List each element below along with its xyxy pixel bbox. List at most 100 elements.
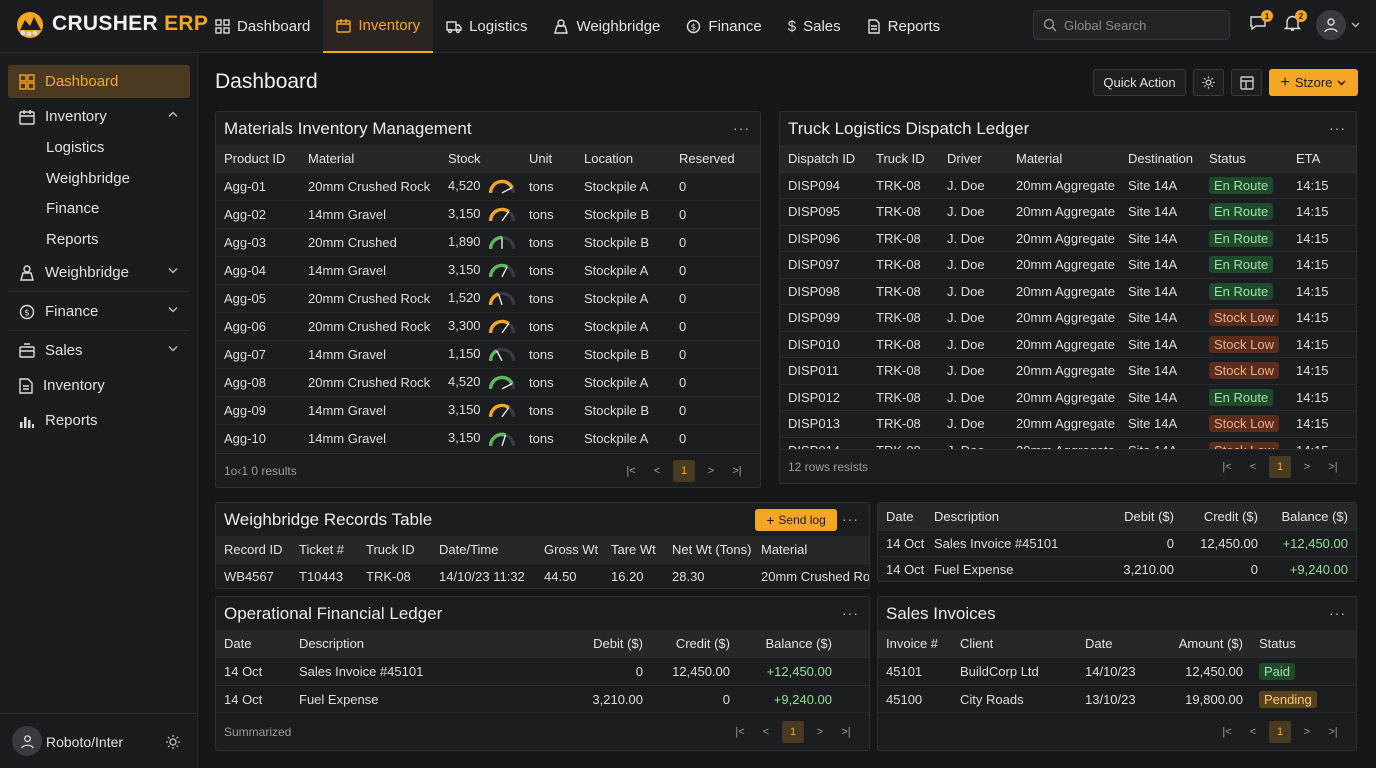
chevron-down-icon[interactable] <box>168 345 178 352</box>
table-row[interactable]: 14 Oct Sales Invoice #45101 0 12,450.00 … <box>216 656 869 685</box>
prev-page-icon[interactable]: < <box>1249 461 1257 473</box>
sidebar-item-inventory-2[interactable]: Inventory <box>8 369 190 402</box>
next-page-icon[interactable]: > <box>707 465 715 477</box>
more-options-icon[interactable]: ··· <box>733 120 750 136</box>
table-row[interactable]: 14 Oct Fuel Expense 3,210.00 0 +9,240.00 <box>216 684 869 713</box>
footer-avatar[interactable] <box>12 726 42 756</box>
store-button[interactable]: + Stzore <box>1269 69 1358 96</box>
sidebar-sub-logistics[interactable]: Logistics <box>46 139 105 156</box>
last-page-icon[interactable]: >| <box>1328 461 1338 473</box>
sidebar-sub-finance[interactable]: Finance <box>46 200 100 217</box>
table-row[interactable]: 45101 BuildCorp Ltd 14/10/23 12,450.00 P… <box>878 656 1356 685</box>
col-description[interactable]: Description <box>926 503 1096 530</box>
nav-inventory[interactable]: Inventory <box>323 0 434 53</box>
table-row[interactable]: DISP098 TRK-08 J. Doe 20mm Aggregate Site 14… <box>780 277 1356 305</box>
col-stock[interactable]: Stock <box>440 145 521 172</box>
chevron-up-icon[interactable] <box>168 111 178 118</box>
next-page-icon[interactable]: > <box>1303 726 1311 738</box>
messages-button[interactable]: 1 <box>1249 10 1273 32</box>
col-client[interactable]: Client <box>952 630 1077 657</box>
table-row[interactable]: 45100 City Roads 13/10/23 19,800.00 Pend… <box>878 684 1356 713</box>
col-debit[interactable]: Debit ($) <box>511 630 651 657</box>
table-row[interactable]: Agg-01 20mm Crushed Rock 4,520 tons Stockpil… <box>216 171 760 200</box>
last-page-icon[interactable]: >| <box>1328 726 1338 738</box>
col-credit[interactable]: Credit ($) <box>651 630 738 657</box>
chevron-down-icon[interactable] <box>168 306 178 313</box>
first-page-icon[interactable]: |< <box>626 465 636 477</box>
nav-finance[interactable]: $ Finance <box>673 0 774 53</box>
col-amount[interactable]: Amount ($) <box>1157 630 1251 657</box>
table-row[interactable]: Agg-06 20mm Crushed Rock 3,300 tons Stockpil… <box>216 311 760 340</box>
theme-toggle-icon[interactable] <box>165 734 181 750</box>
sidebar-item-sales[interactable]: Sales <box>8 334 190 367</box>
table-row[interactable]: DISP095 TRK-08 J. Doe 20mm Aggregate Site 14… <box>780 198 1356 225</box>
col-gross[interactable]: Gross Wt <box>536 536 603 563</box>
table-row[interactable]: DISP010 TRK-08 J. Doe 20mm Aggregate Site 14… <box>780 330 1356 358</box>
current-page[interactable]: 1 <box>1269 721 1291 743</box>
sidebar-sub-reports[interactable]: Reports <box>46 231 99 248</box>
table-row[interactable]: DISP012 TRK-08 J. Doe 20mm Aggregate Site 14… <box>780 383 1356 411</box>
chevron-down-icon[interactable] <box>1351 22 1360 28</box>
search-input[interactable] <box>1064 17 1224 33</box>
table-row[interactable]: WB4567 T10443 TRK-08 14/10/23 11:32 44.5… <box>216 562 869 588</box>
current-page[interactable]: 1 <box>782 721 804 743</box>
table-row[interactable]: Agg-08 20mm Crushed Rock 4,520 tons Stockpil… <box>216 367 760 396</box>
sidebar-item-finance[interactable]: $ Finance <box>8 295 190 328</box>
col-date[interactable]: Date <box>878 503 926 530</box>
col-destination[interactable]: Destination <box>1120 145 1201 172</box>
col-material[interactable]: Material <box>300 145 440 172</box>
col-ticket[interactable]: Ticket # <box>291 536 358 563</box>
sidebar-item-weighbridge[interactable]: Weighbridge <box>8 256 190 289</box>
prev-page-icon[interactable]: < <box>762 726 770 738</box>
col-tare[interactable]: Tare Wt <box>603 536 664 563</box>
global-search[interactable] <box>1033 10 1230 40</box>
table-row[interactable]: DISP099 TRK-08 J. Doe 20mm Aggregate Site 14… <box>780 304 1356 331</box>
more-options-icon[interactable]: ··· <box>1329 605 1346 621</box>
user-avatar[interactable] <box>1316 10 1346 40</box>
more-options-icon[interactable]: ··· <box>842 605 859 621</box>
col-unit[interactable]: Unit <box>521 145 576 172</box>
chevron-down-icon[interactable] <box>168 267 178 274</box>
col-balance[interactable]: Balance ($) <box>1266 503 1356 530</box>
col-material[interactable]: Material <box>1008 145 1120 172</box>
nav-dashboard[interactable]: Dashboard <box>202 0 323 53</box>
table-row[interactable]: DISP096 TRK-08 J. Doe 20mm Aggregate Site 14… <box>780 224 1356 252</box>
layout-button[interactable] <box>1231 69 1262 96</box>
col-invoice[interactable]: Invoice # <box>878 630 952 657</box>
col-date[interactable]: Date <box>1077 630 1157 657</box>
table-row[interactable]: DISP011 TRK-08 J. Doe 20mm Aggregate Site 14… <box>780 357 1356 384</box>
first-page-icon[interactable]: |< <box>1222 726 1232 738</box>
col-status[interactable]: Status <box>1201 145 1288 172</box>
first-page-icon[interactable]: |< <box>735 726 745 738</box>
col-eta[interactable]: ETA <box>1288 145 1356 172</box>
table-row[interactable]: Agg-05 20mm Crushed Rock 1,520 tons Stockpil… <box>216 283 760 312</box>
col-truck-id[interactable]: Truck ID <box>358 536 431 563</box>
col-record-id[interactable]: Record ID <box>216 536 291 563</box>
settings-button[interactable] <box>1193 69 1224 96</box>
col-material[interactable]: Material <box>753 536 869 563</box>
col-truck-id[interactable]: Truck ID <box>868 145 939 172</box>
table-row[interactable]: DISP097 TRK-08 J. Doe 20mm Aggregate Site 14… <box>780 251 1356 278</box>
nav-sales[interactable]: $ Sales <box>775 0 854 53</box>
next-page-icon[interactable]: > <box>816 726 824 738</box>
col-balance[interactable]: Balance ($) <box>738 630 840 657</box>
more-options-icon[interactable]: ··· <box>842 511 859 527</box>
col-driver[interactable]: Driver <box>939 145 1008 172</box>
current-page[interactable]: 1 <box>673 460 695 482</box>
last-page-icon[interactable]: >| <box>732 465 742 477</box>
table-row[interactable]: 14 Oct Fuel Expense 3,210.00 0 +9,240.00 <box>878 555 1356 581</box>
table-row[interactable]: 14 Oct Sales Invoice #45101 0 12,450.00 … <box>878 529 1356 556</box>
current-page[interactable]: 1 <box>1269 456 1291 478</box>
notifications-button[interactable]: 2 <box>1284 10 1307 32</box>
col-location[interactable]: Location <box>576 145 671 172</box>
quick-action-button[interactable]: Quick Action <box>1093 69 1186 96</box>
nav-weighbridge[interactable]: Weighbridge <box>540 0 673 53</box>
sidebar-item-dashboard[interactable]: Dashboard <box>8 65 190 98</box>
col-dispatch-id[interactable]: Dispatch ID <box>780 145 868 172</box>
